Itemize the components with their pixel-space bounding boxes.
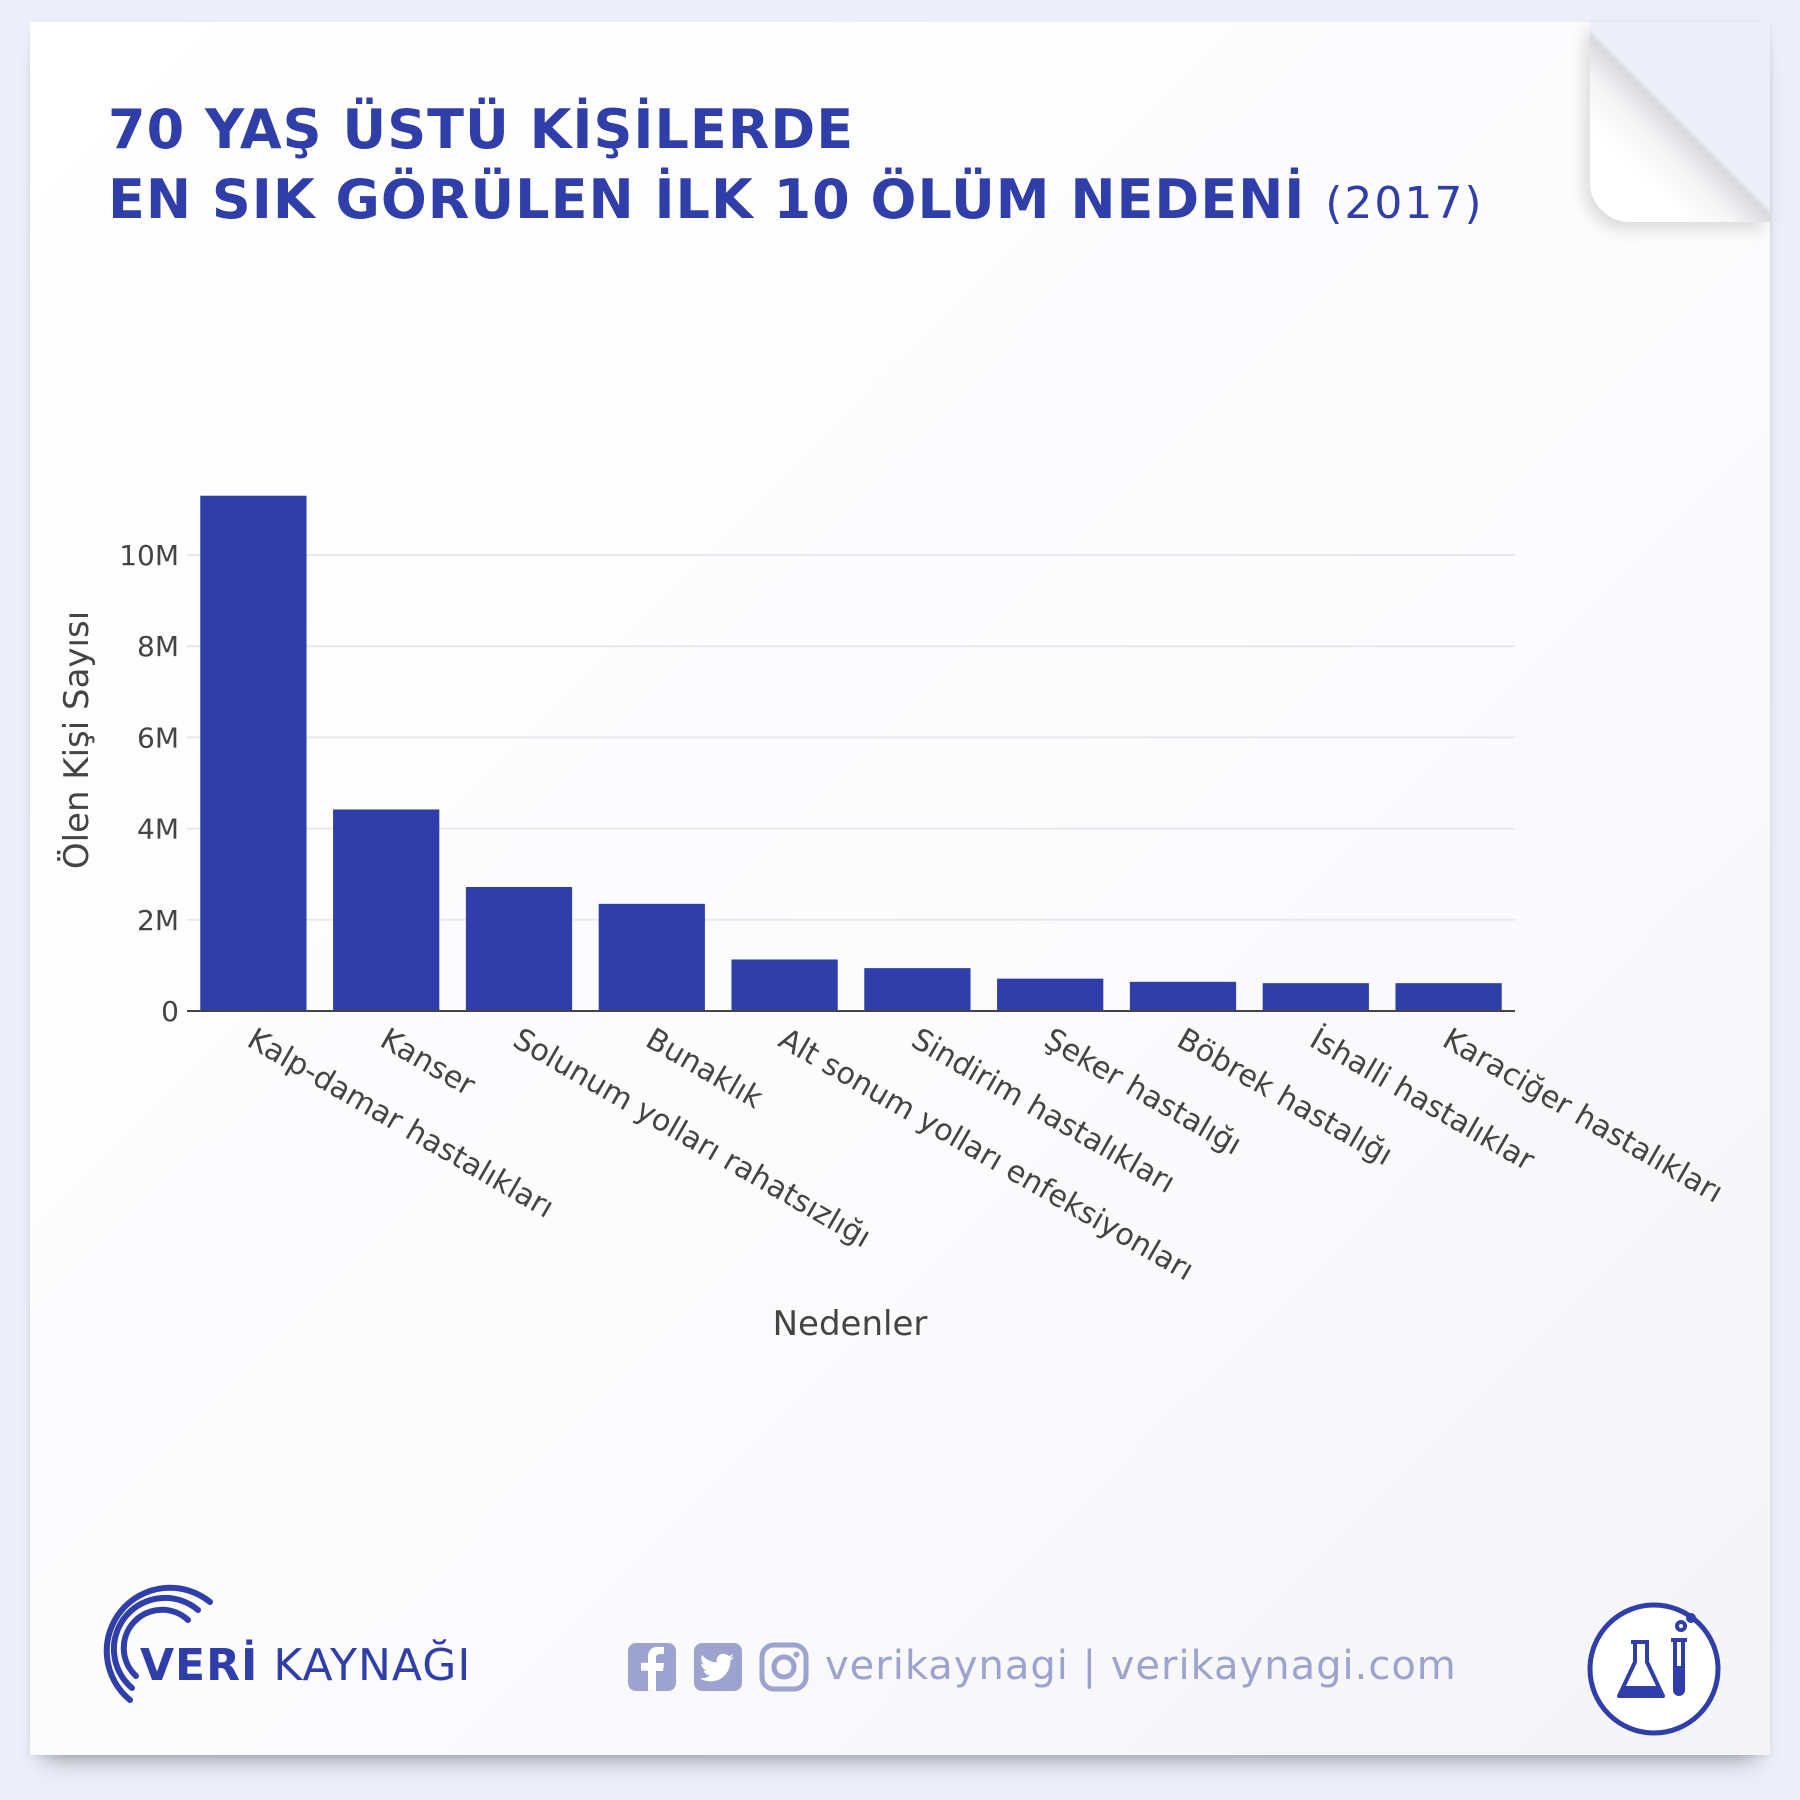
page-title: 70 YAŞ ÜSTÜ KİŞİLERDE EN SIK GÖRÜLEN İLK… xyxy=(108,95,1484,239)
title-line-2: EN SIK GÖRÜLEN İLK 10 ÖLÜM NEDENİ xyxy=(108,168,1306,231)
social-icons xyxy=(626,1640,824,1694)
bar xyxy=(1262,983,1369,1011)
x-tick-label: Kanser xyxy=(374,1022,481,1104)
y-tick-label: 4M xyxy=(137,813,179,846)
bar xyxy=(731,959,838,1011)
bar xyxy=(1129,981,1237,1011)
paper-background xyxy=(30,22,1770,1755)
brand-logo-icon xyxy=(103,1584,213,1703)
y-axis-title: Ölen Kişi Sayısı xyxy=(56,611,97,869)
page-curl xyxy=(1590,22,1770,222)
y-tick-label: 2M xyxy=(137,904,179,937)
instagram-icon[interactable] xyxy=(758,1641,810,1693)
bar xyxy=(864,968,971,1011)
bar xyxy=(598,903,705,1011)
title-line-1: 70 YAŞ ÜSTÜ KİŞİLERDE xyxy=(108,98,855,161)
contact-text: verikaynagi | verikaynagi.com xyxy=(825,1643,1457,1689)
y-tick-label: 8M xyxy=(137,630,179,663)
twitter-icon[interactable] xyxy=(692,1641,744,1693)
brand-name: VERİ KAYNAĞI xyxy=(140,1640,471,1691)
lab-flask-icon xyxy=(1587,1602,1721,1736)
brand-name-bold: VERİ xyxy=(140,1640,259,1691)
y-tick-label: 0 xyxy=(161,995,179,1028)
facebook-icon[interactable] xyxy=(626,1641,678,1693)
x-tick-label: İshalli hastalıklar xyxy=(1304,1021,1541,1179)
y-tick-label: 10M xyxy=(119,539,179,572)
y-tick-label: 6M xyxy=(137,721,179,754)
x-tick-label: Böbrek hastalığı xyxy=(1171,1022,1398,1173)
x-axis-title: Nedenler xyxy=(773,1304,928,1344)
bar xyxy=(997,978,1104,1011)
bar xyxy=(333,809,440,1011)
bar xyxy=(465,886,573,1011)
bar xyxy=(1395,983,1502,1011)
title-year: (2017) xyxy=(1325,178,1484,229)
brand-name-light: KAYNAĞI xyxy=(258,1640,472,1691)
bar xyxy=(200,495,307,1012)
